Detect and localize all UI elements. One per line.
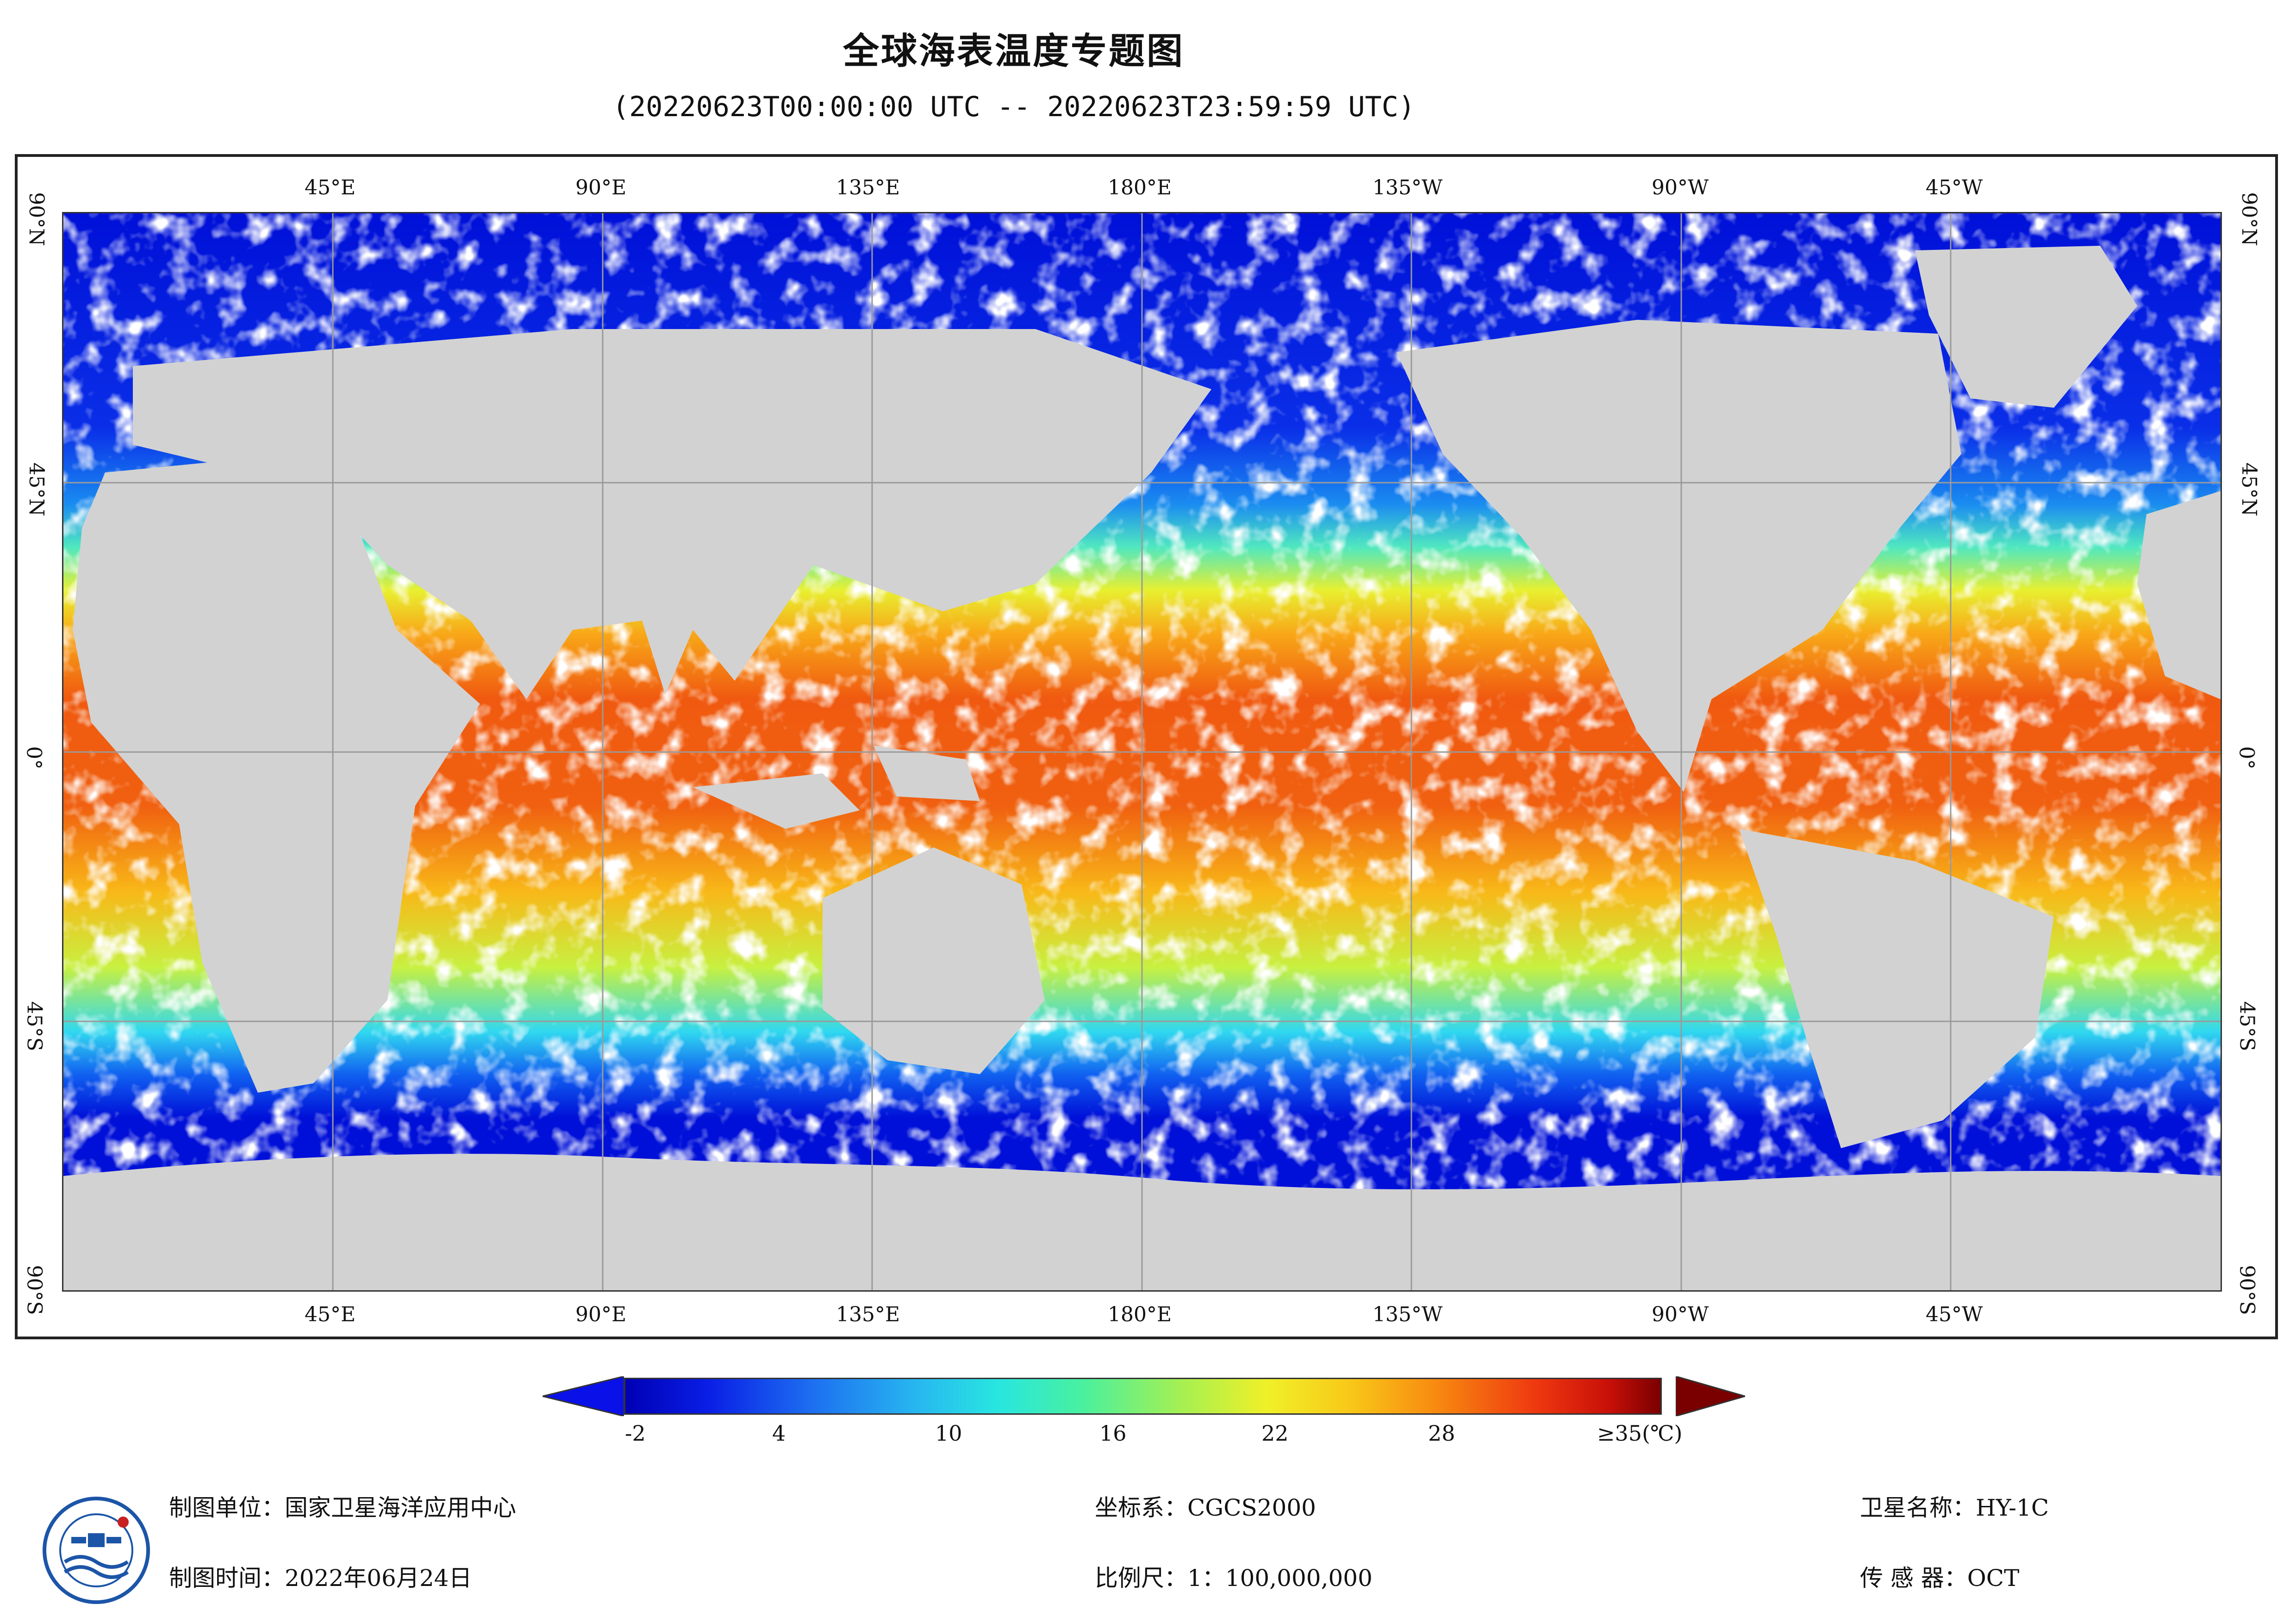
- bottom-lon-label: 135°E: [836, 1303, 900, 1326]
- legend-tick-label: 22: [1261, 1421, 1289, 1446]
- top-lon-label: 45°E: [305, 176, 356, 199]
- right-lat-label: 90°N: [2237, 192, 2261, 246]
- bottom-lon-label: 45°W: [1926, 1303, 1983, 1326]
- legend-tick-label: 16: [1099, 1421, 1127, 1446]
- top-lon-label: 180°E: [1108, 176, 1172, 199]
- satellite-label: 卫星名称：: [1860, 1494, 1976, 1521]
- satellite-info: 卫星名称：HY-1C: [1860, 1489, 2049, 1523]
- right-lat-label: 0°: [2234, 746, 2259, 770]
- nsoas-logo-icon: [43, 1497, 150, 1604]
- bottom-lon-label: 180°E: [1108, 1303, 1172, 1326]
- bottom-lon-label: 90°E: [575, 1303, 627, 1326]
- scale-info: 比例尺：1：100,000,000: [1095, 1560, 1373, 1593]
- crs-label: 坐标系：: [1095, 1494, 1187, 1521]
- crs-info: 坐标系：CGCS2000: [1095, 1489, 1316, 1523]
- bottom-lon-label: 135°W: [1373, 1303, 1443, 1326]
- map-subtitle: (20220623T00:00:00 UTC -- 20220623T23:59…: [612, 91, 1415, 123]
- legend-tick-label: -2: [625, 1421, 646, 1446]
- left-lat-label: 0°: [22, 746, 46, 770]
- bottom-lon-label: 45°E: [305, 1303, 356, 1326]
- top-lon-label: 135°E: [836, 176, 900, 199]
- crs-value: CGCS2000: [1187, 1494, 1316, 1521]
- sensor-value: OCT: [1967, 1565, 2020, 1592]
- sst-map-svg: [63, 213, 2221, 1290]
- top-lon-label: 90°E: [575, 176, 627, 199]
- sst-map: [62, 212, 2222, 1292]
- legend-max-arrow: [1676, 1376, 1745, 1416]
- legend-min-arrow: [543, 1376, 624, 1416]
- right-lat-label: 45°S: [2235, 1001, 2259, 1051]
- sensor-info: 传 感 器：OCT: [1860, 1560, 2019, 1593]
- legend-max-label: ≥35(℃): [1597, 1421, 1683, 1446]
- map-title: 全球海表温度专题图: [842, 31, 1185, 72]
- satellite-value: HY-1C: [1976, 1494, 2049, 1521]
- top-lon-label: 45°W: [1926, 176, 1983, 199]
- bottom-lon-label: 90°W: [1652, 1303, 1709, 1326]
- sensor-label: 传 感 器：: [1860, 1565, 1967, 1592]
- left-lat-label: 90°N: [24, 192, 48, 246]
- legend-tick-label: 4: [772, 1421, 786, 1446]
- map-frame: [15, 154, 2278, 1339]
- legend-colorbar: [624, 1378, 1662, 1415]
- legend-tick-label: 10: [935, 1421, 962, 1446]
- left-lat-label: 45°N: [24, 462, 48, 516]
- top-lon-label: 90°W: [1652, 176, 1709, 199]
- producer-label: 制图单位：: [169, 1494, 285, 1521]
- production-date-label: 制图时间：: [169, 1565, 285, 1592]
- scale-value: 1：100,000,000: [1187, 1565, 1373, 1592]
- producer-info: 制图单位：国家卫星海洋应用中心: [169, 1489, 516, 1523]
- legend-tick-label: 28: [1428, 1421, 1455, 1446]
- graticule: [63, 213, 2221, 1290]
- left-lat-label: 90°S: [22, 1265, 46, 1315]
- right-lat-label: 45°N: [2237, 462, 2261, 516]
- right-lat-label: 90°S: [2235, 1265, 2259, 1315]
- production-date-info: 制图时间：2022年06月24日: [169, 1560, 472, 1593]
- production-date-value: 2022年06月24日: [285, 1565, 472, 1592]
- top-lon-label: 135°W: [1373, 176, 1443, 199]
- producer-value: 国家卫星海洋应用中心: [285, 1494, 516, 1521]
- scale-label: 比例尺：: [1095, 1565, 1187, 1592]
- left-lat-label: 45°S: [22, 1001, 46, 1051]
